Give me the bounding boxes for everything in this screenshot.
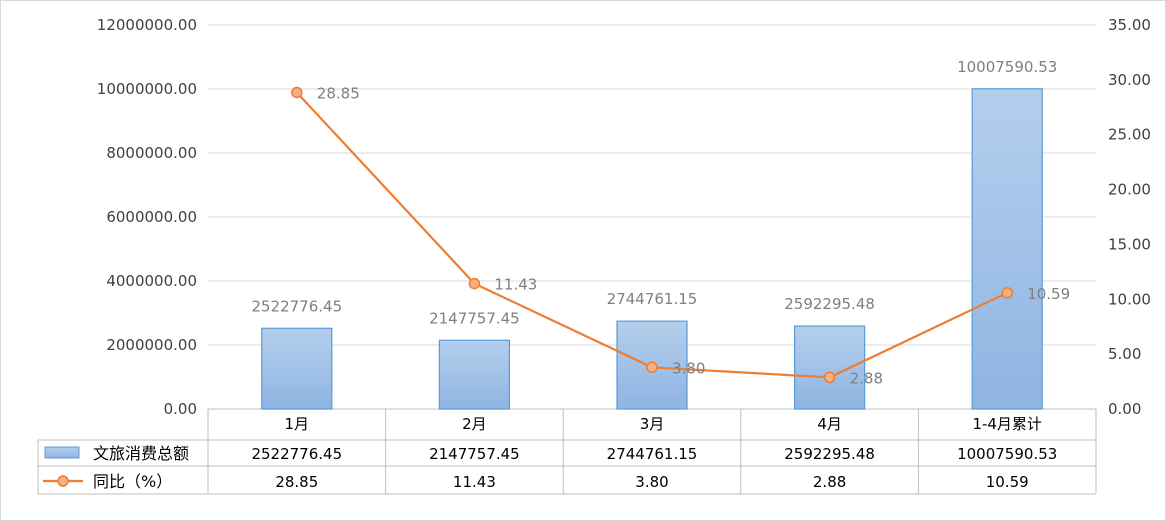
line-data-label: 2.88: [850, 369, 883, 387]
y-right-tick-label: 15.00: [1108, 235, 1151, 253]
table-cell: 10007590.53: [957, 445, 1057, 463]
bar-data-label: 2744761.15: [607, 290, 698, 308]
line-data-label: 3.80: [672, 359, 705, 377]
y-left-tick-label: 6000000.00: [106, 208, 197, 226]
bar: [261, 327, 333, 410]
y-left-tick-label: 2000000.00: [106, 336, 197, 354]
table-cell: 10.59: [986, 473, 1029, 491]
line-point: [646, 361, 658, 374]
line-data-label: 11.43: [494, 276, 537, 294]
line-data-label: 10.59: [1027, 285, 1070, 303]
line-point: [1001, 287, 1013, 299]
y-right-tick-label: 10.00: [1108, 290, 1151, 308]
bar: [793, 325, 866, 410]
table-cell: 11.43: [453, 473, 496, 491]
bar-data-label: 2592295.48: [784, 295, 875, 313]
table-cell: 3.80: [635, 473, 668, 491]
y-left-tick-label: 10000000.00: [97, 80, 197, 98]
x-category-label: 4月: [817, 415, 842, 433]
line-point: [291, 86, 303, 99]
y-right-tick-label: 20.00: [1108, 181, 1151, 199]
bar-data-label: 2147757.45: [429, 309, 520, 327]
table-cell: 28.85: [275, 473, 318, 491]
table-cell: 2522776.45: [251, 445, 342, 463]
y-left-tick-label: 4000000.00: [106, 272, 197, 290]
x-category-label: 1-4月累计: [972, 415, 1042, 433]
legend-bar-name: 文旅消费总额: [93, 444, 189, 463]
line-point: [468, 277, 481, 290]
bar-data-label: 2522776.45: [251, 297, 342, 315]
y-right-tick-label: 25.00: [1108, 126, 1151, 144]
y-left-tick-label: 8000000.00: [106, 144, 197, 162]
line-data-label: 28.85: [317, 84, 360, 102]
x-category-label: 2月: [462, 415, 487, 433]
bar-data-label: 10007590.53: [957, 58, 1057, 76]
table-cell: 2744761.15: [607, 445, 698, 463]
y-left-tick-label: 12000000.00: [97, 16, 197, 34]
table-cell: 2.88: [813, 473, 846, 491]
y-right-tick-label: 5.00: [1108, 345, 1141, 363]
legend-line-name: 同比（%）: [93, 472, 172, 491]
y-right-tick-label: 0.00: [1108, 400, 1141, 418]
line-point: [823, 371, 836, 384]
table-cell: 2592295.48: [784, 445, 875, 463]
x-category-label: 1月: [285, 415, 310, 433]
y-right-tick-label: 35.00: [1108, 16, 1151, 34]
x-category-label: 3月: [640, 415, 665, 433]
table-cell: 2147757.45: [429, 445, 520, 463]
legend-bar-key: [44, 446, 80, 459]
y-left-tick-label: 0.00: [164, 400, 197, 418]
bar: [438, 339, 510, 410]
y-right-tick-label: 30.00: [1108, 71, 1151, 89]
legend-line-marker: [57, 475, 69, 487]
bar: [971, 88, 1043, 410]
